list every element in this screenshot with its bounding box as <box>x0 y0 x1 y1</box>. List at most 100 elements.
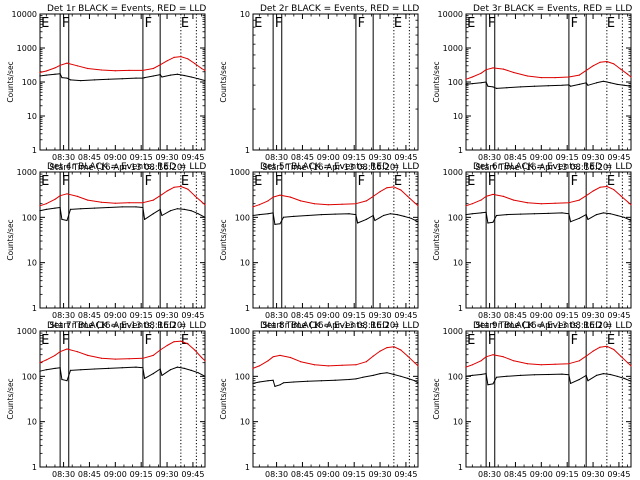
series-lld-point <box>379 191 381 193</box>
series-events-point <box>382 214 385 217</box>
series-lld-point <box>365 361 367 363</box>
x-tick-label: 08:30 <box>265 311 288 320</box>
series-lld-point <box>568 202 570 204</box>
y-axis-label: Counts/sec <box>6 378 15 419</box>
series-lld-point <box>606 185 608 188</box>
x-tick-label: 09:45 <box>181 311 204 320</box>
series-events-point <box>533 213 536 215</box>
x-tick-label: 09:15 <box>556 311 579 320</box>
series-lld-point <box>407 195 409 197</box>
series-lld-point <box>554 77 556 79</box>
x-tick-label: 09:15 <box>343 470 366 479</box>
flag-label: F <box>145 174 152 189</box>
series-lld-point <box>513 360 515 362</box>
series-lld-point <box>513 71 515 74</box>
series-lld-point <box>59 64 61 66</box>
series-lld-point <box>159 195 161 197</box>
x-tick-label: 08:30 <box>52 153 75 162</box>
plot-title: Det 2r BLACK = Events, RED = LLD <box>260 4 419 14</box>
flag-label: E <box>607 16 615 31</box>
series-lld-point <box>66 62 68 64</box>
flag-label: E <box>181 16 189 31</box>
series-events-point <box>487 384 489 386</box>
x-tick-label: 09:30 <box>369 311 392 320</box>
series-lld-line <box>39 186 206 207</box>
series-events-point <box>267 380 269 382</box>
series-events-point <box>616 214 618 217</box>
x-tick-label: 09:45 <box>394 470 417 479</box>
series-lld-line <box>252 186 419 208</box>
series-events-point <box>417 221 419 223</box>
series-lld-point <box>39 71 41 74</box>
flag-label: F <box>62 16 69 31</box>
series-events-point <box>144 77 146 79</box>
series-events-point <box>374 219 376 222</box>
flag-label: E <box>181 174 189 189</box>
series-events-point <box>272 379 274 381</box>
series-events-point <box>307 380 309 382</box>
series-lld-point <box>592 190 594 192</box>
series-lld-point <box>540 203 542 205</box>
series-lld-point <box>620 68 622 70</box>
series-lld-point <box>585 69 587 71</box>
series-lld-point <box>341 364 343 366</box>
series-lld-point <box>480 199 482 201</box>
series-lld-point <box>87 67 89 70</box>
series-lld-point <box>128 69 130 71</box>
y-tick-label: 1 <box>32 146 37 155</box>
series-events-point <box>144 218 146 220</box>
flag-label: F <box>145 16 152 31</box>
x-tick-label: 09:45 <box>607 470 630 479</box>
series-events-point <box>465 83 467 85</box>
series-lld-point <box>400 189 402 191</box>
series-events-point <box>485 211 487 213</box>
series-events-line <box>465 80 632 89</box>
series-lld-point <box>327 204 329 206</box>
series-events-point <box>61 378 63 381</box>
series-events-point <box>59 73 61 75</box>
series-events-point <box>61 218 63 220</box>
flag-label: E <box>254 16 262 31</box>
series-lld-point <box>471 364 473 366</box>
detector-plot-9: Det 9r BLACK = Events, RED = LLD 1 10 100 10… <box>432 321 632 479</box>
x-tick-label: 09:30 <box>369 470 392 479</box>
series-events-point <box>54 367 56 369</box>
y-tick-label: 1 <box>458 463 463 472</box>
series-lld-point <box>613 189 615 191</box>
y-tick-label: 1 <box>458 146 463 155</box>
series-lld-point <box>152 67 154 70</box>
series-lld-point <box>568 76 570 78</box>
series-events-point <box>487 85 489 87</box>
series-events-point <box>80 208 82 210</box>
x-tick-label: 09:30 <box>156 153 179 162</box>
y-axis-label: Counts/sec <box>219 219 228 260</box>
series-events-point <box>45 369 47 371</box>
series-lld-point <box>87 354 89 356</box>
series-events-point <box>602 373 605 375</box>
plot-title: Det 4r BLACK = Events, RED = LLD <box>47 162 206 172</box>
series-lld-point <box>114 202 116 204</box>
x-tick-label: 08:30 <box>265 470 288 479</box>
series-events-point <box>39 210 41 212</box>
x-tick-label: 09:30 <box>582 470 605 479</box>
detector-plot-1: Det 1r BLACK = Events, RED = LLD 1 10 100 10… <box>6 4 206 173</box>
series-events-point <box>480 373 482 376</box>
series-events-point <box>587 380 589 382</box>
series-lld-point <box>502 356 504 358</box>
series-events-point <box>107 206 109 209</box>
series-events-point <box>520 374 522 376</box>
y-tick-label: 100 <box>22 372 37 381</box>
series-lld-point <box>194 195 196 197</box>
flag-label: E <box>181 333 189 348</box>
flag-label: E <box>41 16 49 31</box>
y-tick-label: 1 <box>32 304 37 313</box>
series-lld-point <box>620 195 622 197</box>
series-lld-point <box>630 204 632 206</box>
series-lld-point <box>606 345 608 347</box>
plot-frame <box>39 330 206 468</box>
series-events-point <box>355 378 357 380</box>
y-tick-label: 10 <box>240 418 250 427</box>
series-lld-point <box>313 203 316 205</box>
series-events-point <box>142 77 144 79</box>
flag-label: F <box>62 174 69 189</box>
